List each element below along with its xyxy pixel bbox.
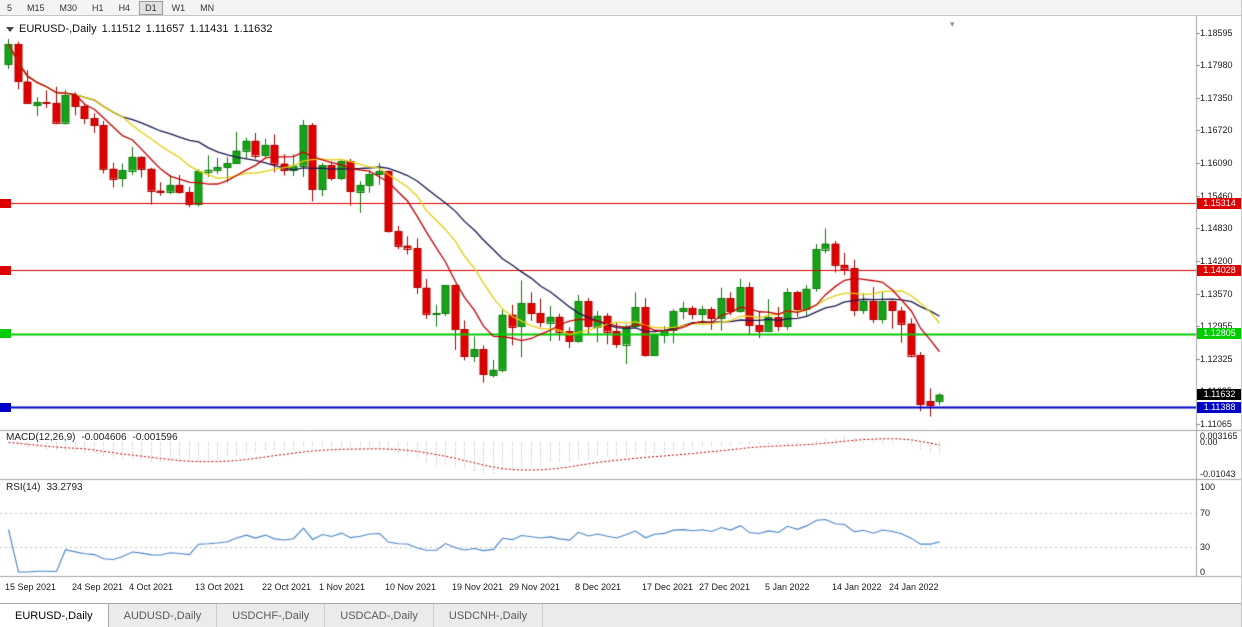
level-left-marker[interactable] bbox=[0, 265, 11, 275]
timeframe-m5-button[interactable]: 5 bbox=[1, 1, 18, 15]
timeframe-h1-button[interactable]: H1 bbox=[86, 1, 110, 15]
level-left-marker[interactable] bbox=[0, 198, 11, 208]
timeframe-toolbar: 5 M15 M30 H1 H4 D1 W1 MN bbox=[0, 0, 1241, 16]
level-left-marker[interactable] bbox=[0, 329, 11, 339]
tab-audusd-daily[interactable]: AUDUSD-,Daily bbox=[109, 604, 218, 627]
time-axis[interactable] bbox=[0, 576, 1196, 602]
tab-usdcad-daily[interactable]: USDCAD-,Daily bbox=[325, 604, 434, 627]
symbol-dropdown-icon[interactable] bbox=[6, 26, 14, 32]
price-axis[interactable] bbox=[1196, 16, 1241, 576]
level-left-marker[interactable] bbox=[0, 402, 11, 412]
tab-eurusd-daily[interactable]: EURUSD-,Daily bbox=[0, 604, 109, 627]
timeframe-h4-button[interactable]: H4 bbox=[113, 1, 137, 15]
tab-usdcnh-daily[interactable]: USDCNH-,Daily bbox=[434, 604, 544, 627]
price-chart-canvas[interactable] bbox=[0, 16, 1241, 603]
chart-shift-icon[interactable]: ▾ bbox=[950, 19, 955, 29]
timeframe-m15-button[interactable]: M15 bbox=[21, 1, 51, 15]
timeframe-mn-button[interactable]: MN bbox=[194, 1, 220, 15]
timeframe-m30-button[interactable]: M30 bbox=[54, 1, 84, 15]
chart-tab-bar: EURUSD-,Daily AUDUSD-,Daily USDCHF-,Dail… bbox=[0, 603, 1241, 627]
timeframe-d1-button[interactable]: D1 bbox=[139, 0, 163, 15]
tab-usdchf-daily[interactable]: USDCHF-,Daily bbox=[217, 604, 326, 627]
timeframe-w1-button[interactable]: W1 bbox=[166, 1, 192, 15]
